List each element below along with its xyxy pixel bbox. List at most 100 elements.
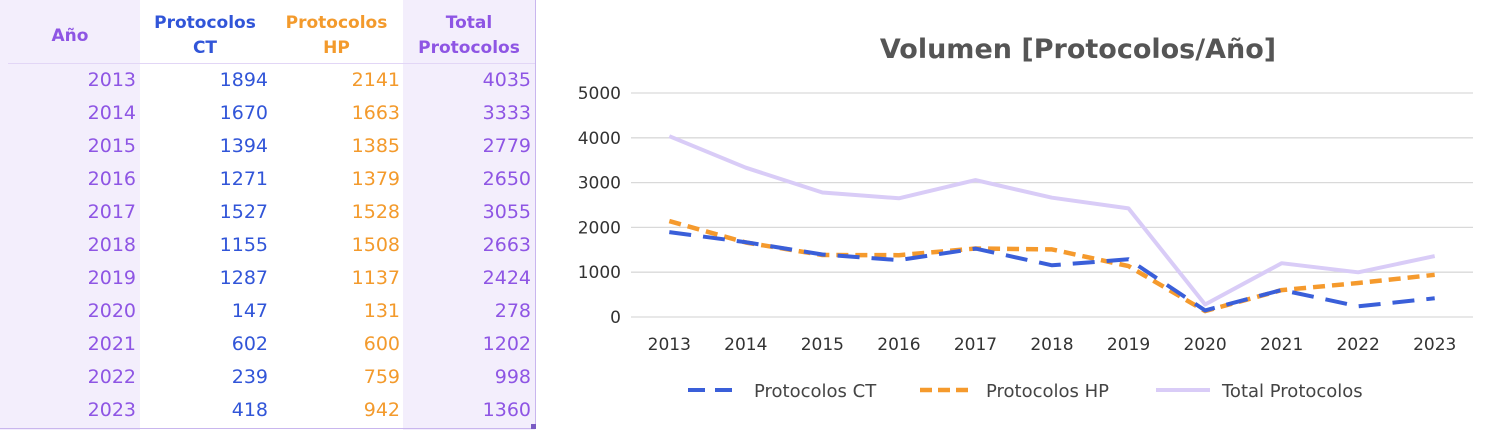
header-protocolos-hp[interactable]: Protocolos HP bbox=[270, 10, 403, 62]
x-tick-label: 2021 bbox=[1260, 335, 1303, 355]
cell-ct[interactable]: 1287 bbox=[219, 267, 268, 289]
x-tick-label: 2017 bbox=[954, 335, 997, 355]
cell-year[interactable]: 2013 bbox=[87, 69, 136, 91]
x-tick-label: 2015 bbox=[801, 335, 844, 355]
cell-hp[interactable]: 2141 bbox=[351, 69, 400, 91]
header-ct-line1: Protocolos bbox=[154, 13, 256, 33]
cell-year[interactable]: 2019 bbox=[87, 267, 136, 289]
x-tick-label: 2022 bbox=[1337, 335, 1380, 355]
table-row[interactable]: 2023 418 942 1360 bbox=[0, 394, 540, 427]
cell-total[interactable]: 3055 bbox=[482, 201, 531, 223]
table-row[interactable]: 2013 1894 2141 4035 bbox=[0, 64, 540, 97]
cell-ct[interactable]: 1894 bbox=[219, 69, 268, 91]
cell-hp[interactable]: 1385 bbox=[351, 135, 400, 157]
cell-total[interactable]: 1360 bbox=[482, 399, 531, 421]
cell-ct[interactable]: 239 bbox=[231, 366, 268, 388]
cell-total[interactable]: 2424 bbox=[482, 267, 531, 289]
cell-hp[interactable]: 942 bbox=[363, 399, 400, 421]
cell-total[interactable]: 3333 bbox=[482, 102, 531, 124]
x-axis-ticks: 2013 2014 2015 2016 2017 2018 2019 2020 2021 2022… bbox=[648, 335, 1457, 355]
header-total-protocolos[interactable]: Total Protocolos bbox=[403, 10, 535, 62]
table-row[interactable]: 2016 1271 1379 2650 bbox=[0, 163, 540, 196]
table-row[interactable]: 2019 1287 1137 2424 bbox=[0, 262, 540, 295]
y-tick-label: 5000 bbox=[578, 84, 621, 104]
cell-ct[interactable]: 602 bbox=[231, 333, 268, 355]
legend-label: Protocolos HP bbox=[986, 381, 1109, 402]
cell-total[interactable]: 2663 bbox=[482, 234, 531, 256]
x-tick-label: 2013 bbox=[648, 335, 691, 355]
legend-label: Protocolos CT bbox=[754, 381, 877, 402]
cell-hp[interactable]: 1379 bbox=[351, 168, 400, 190]
cell-ct[interactable]: 1527 bbox=[219, 201, 268, 223]
cell-year[interactable]: 2017 bbox=[87, 201, 136, 223]
table-row[interactable]: 2020 147 131 278 bbox=[0, 295, 540, 328]
table-row[interactable]: 2022 239 759 998 bbox=[0, 361, 540, 394]
header-total-line1: Total bbox=[445, 13, 493, 33]
total-column-background bbox=[403, 0, 535, 430]
cell-ct[interactable]: 1271 bbox=[219, 168, 268, 190]
cell-hp[interactable]: 1528 bbox=[351, 201, 400, 223]
cell-hp[interactable]: 600 bbox=[363, 333, 400, 355]
cell-total[interactable]: 1202 bbox=[482, 333, 531, 355]
cell-ct[interactable]: 1155 bbox=[219, 234, 268, 256]
y-tick-label: 4000 bbox=[578, 129, 621, 149]
x-tick-label: 2020 bbox=[1183, 335, 1226, 355]
table-resize-handle[interactable] bbox=[531, 424, 536, 429]
gridlines bbox=[631, 92, 1473, 318]
series-line-protocolos-ct bbox=[669, 230, 1435, 313]
series-line-protocolos-hp bbox=[668, 218, 1435, 314]
cell-year[interactable]: 2021 bbox=[87, 333, 136, 355]
cell-year[interactable]: 2020 bbox=[87, 300, 136, 322]
cell-ct[interactable]: 418 bbox=[231, 399, 268, 421]
cell-year[interactable]: 2016 bbox=[87, 168, 136, 190]
cell-year[interactable]: 2014 bbox=[87, 102, 136, 124]
cell-total[interactable]: 278 bbox=[494, 300, 531, 322]
cell-ct[interactable]: 147 bbox=[231, 300, 268, 322]
header-divider bbox=[8, 63, 535, 64]
cell-hp[interactable]: 1508 bbox=[351, 234, 400, 256]
cell-year[interactable]: 2023 bbox=[87, 399, 136, 421]
x-tick-label: 2018 bbox=[1030, 335, 1073, 355]
cell-hp[interactable]: 131 bbox=[363, 300, 400, 322]
volume-line-chart: Volumen [Protocolos/Año] 0 1000 2000 3000 40… bbox=[578, 34, 1473, 402]
header-year[interactable]: Año bbox=[0, 10, 140, 62]
y-tick-label: 1000 bbox=[578, 263, 621, 283]
cell-total[interactable]: 2779 bbox=[482, 135, 531, 157]
header-total-line2: Protocolos bbox=[418, 38, 520, 58]
cell-year[interactable]: 2022 bbox=[87, 366, 136, 388]
table-row[interactable]: 2015 1394 1385 2779 bbox=[0, 130, 540, 163]
header-protocolos-ct[interactable]: Protocolos CT bbox=[140, 10, 270, 62]
x-tick-label: 2023 bbox=[1413, 335, 1456, 355]
y-tick-label: 2000 bbox=[578, 218, 621, 238]
y-tick-label: 3000 bbox=[578, 174, 621, 194]
y-tick-label: 0 bbox=[610, 308, 621, 328]
cell-year[interactable]: 2018 bbox=[87, 234, 136, 256]
table-bottom-border bbox=[0, 428, 535, 429]
cell-hp[interactable]: 1663 bbox=[351, 102, 400, 124]
x-tick-label: 2019 bbox=[1107, 335, 1150, 355]
header-hp-line1: Protocolos bbox=[285, 13, 388, 33]
table-row[interactable]: 2017 1527 1528 3055 bbox=[0, 196, 540, 229]
table-row[interactable]: 2018 1155 1508 2663 bbox=[0, 229, 540, 262]
x-tick-label: 2014 bbox=[724, 335, 767, 355]
x-tick-label: 2016 bbox=[877, 335, 920, 355]
cell-ct[interactable]: 1670 bbox=[219, 102, 268, 124]
cell-total[interactable]: 998 bbox=[494, 366, 531, 388]
series-line-total-protocolos bbox=[668, 134, 1436, 307]
header-hp-line2: HP bbox=[323, 38, 350, 58]
cell-hp[interactable]: 759 bbox=[363, 366, 400, 388]
header-year-line1: Año bbox=[51, 25, 89, 46]
protocol-volume-table: Año Protocolos CT Protocolos HP Total Pr… bbox=[0, 0, 540, 430]
series-lines bbox=[668, 134, 1436, 314]
table-row[interactable]: 2014 1670 1663 3333 bbox=[0, 97, 540, 130]
cell-year[interactable]: 2015 bbox=[87, 135, 136, 157]
cell-total[interactable]: 2650 bbox=[482, 168, 531, 190]
cell-hp[interactable]: 1137 bbox=[351, 267, 400, 289]
chart-title: Volumen [Protocolos/Año] bbox=[880, 34, 1276, 65]
year-column-background bbox=[0, 0, 140, 430]
cell-ct[interactable]: 1394 bbox=[219, 135, 268, 157]
table-right-border bbox=[535, 0, 536, 429]
cell-total[interactable]: 4035 bbox=[482, 69, 531, 91]
y-axis-ticks: 0 1000 2000 3000 4000 5000 bbox=[578, 84, 621, 328]
table-row[interactable]: 2021 602 600 1202 bbox=[0, 328, 540, 361]
